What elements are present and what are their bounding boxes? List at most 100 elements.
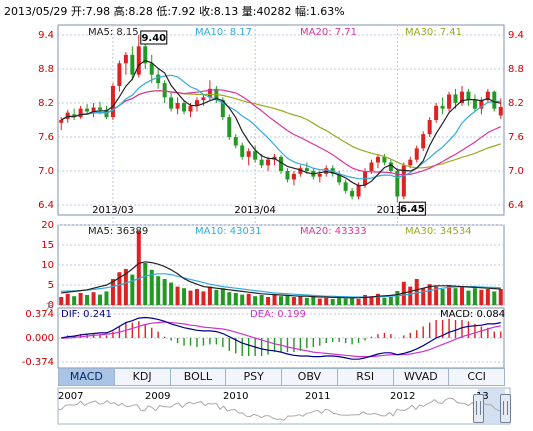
volume-y-tick: 15 (41, 240, 54, 251)
quote-date: 2013/05/29 (4, 5, 68, 18)
price-y-tick-right: 8.2 (508, 98, 524, 109)
volume-bar (485, 289, 490, 305)
price-annotation-box (140, 30, 168, 45)
volume-bar (278, 296, 284, 305)
change-value: 1.63% (309, 5, 345, 18)
low-label: 低 (156, 5, 168, 18)
navigator-left-handle[interactable] (473, 394, 484, 423)
price-ma20-line (60, 89, 502, 176)
volume-bar (65, 293, 70, 305)
candle-body (240, 145, 245, 157)
volume-bar (246, 293, 251, 305)
tab-rsi[interactable]: RSI (336, 368, 394, 386)
candle-body (421, 134, 426, 149)
volume-bar (311, 297, 316, 305)
candle-body (227, 117, 232, 137)
tab-obv[interactable]: OBV (281, 368, 338, 386)
volume-bar (291, 297, 296, 305)
navigator-right-handle[interactable] (500, 394, 511, 423)
volume-bar (149, 269, 154, 305)
price-y-tick-left: 7.0 (38, 166, 54, 177)
volume-bar (382, 297, 387, 305)
candle-body (188, 105, 193, 112)
candle-body (182, 103, 187, 112)
volume-bar (156, 276, 161, 305)
volume-bar (337, 297, 342, 305)
volume-ma5-line (61, 261, 501, 299)
volume-bar (317, 298, 322, 305)
volume-bar (479, 289, 484, 305)
candle-body (395, 171, 400, 197)
volume-bar (233, 293, 238, 305)
candle-body (143, 46, 148, 64)
price-y-tick-left: 8.2 (38, 98, 54, 109)
candle-body (453, 94, 458, 103)
tab-kdj[interactable]: KDJ (113, 368, 171, 386)
candle-body (485, 91, 490, 101)
candle-body (498, 106, 503, 116)
volume-bar (498, 289, 503, 305)
candle-body (59, 120, 64, 123)
legend-dea: DEA: 0.199 (250, 309, 306, 320)
price-ma5-line (60, 59, 501, 187)
volume-y-tick: 20 (41, 220, 54, 231)
volume-bar (343, 298, 348, 305)
price-y-tick-left: 7.6 (38, 132, 54, 143)
price-y-tick-right: 8.8 (508, 64, 524, 75)
volume-bar (136, 231, 141, 305)
volume-bar (434, 286, 439, 305)
tab-macd[interactable]: MACD (58, 368, 115, 386)
candle-body (175, 103, 180, 109)
candle-body (363, 171, 368, 186)
candle-body (207, 88, 212, 98)
volume-bar (363, 295, 368, 305)
price-annotation: 9.40 (141, 33, 166, 44)
volume-bar (466, 290, 471, 305)
volume-bar (59, 297, 64, 305)
volume-bar (369, 296, 374, 305)
candle-body (278, 156, 284, 171)
tab-wvad[interactable]: WVAD (392, 368, 450, 386)
nav-year-label: 2010 (223, 391, 249, 402)
legend-ma10: MA10: 43031 (195, 226, 262, 237)
volume-bar (324, 297, 329, 305)
volume-y-tick: 10 (41, 260, 54, 271)
low-value: 7.92 (171, 5, 196, 18)
candle-body (434, 105, 439, 120)
volume-bar (98, 294, 103, 305)
candle-body (285, 171, 290, 180)
tab-psy[interactable]: PSY (225, 368, 282, 386)
volume-bar (395, 291, 400, 305)
candle-body (427, 120, 432, 135)
candle-body (356, 185, 361, 197)
volume-bar (408, 286, 413, 305)
volume-bar (162, 279, 167, 305)
candle-body (156, 74, 161, 84)
candle-body (78, 108, 83, 118)
volume-bar (72, 296, 77, 305)
indicator-tabs: MACD KDJ BOLL PSY OBV RSI WVAD CCI (58, 368, 505, 386)
volume-bar (266, 297, 271, 305)
candle-body (110, 86, 115, 118)
nav-year-label: 2012 (390, 391, 416, 402)
tab-cci[interactable]: CCI (448, 368, 505, 386)
volume-bar (78, 293, 83, 305)
volume-bar (240, 294, 245, 305)
volume-bar (117, 272, 122, 305)
price-y-tick-right: 7.0 (508, 166, 524, 177)
tab-boll[interactable]: BOLL (169, 368, 227, 386)
legend-dif: DIF: 0.241 (61, 309, 112, 320)
candle-body (85, 108, 90, 112)
legend-macd: MACD: 0.084 (440, 309, 505, 320)
close-label: 收 (199, 5, 211, 18)
candle-body (98, 107, 103, 110)
macd-dif-line (61, 316, 501, 360)
close-value: 8.13 (213, 5, 239, 18)
macd-dea-line (61, 321, 501, 358)
volume-bar (330, 299, 335, 305)
volume-bar (143, 263, 148, 305)
candle-body (136, 46, 141, 75)
volume-bar (447, 285, 452, 305)
candle-body (388, 162, 393, 171)
